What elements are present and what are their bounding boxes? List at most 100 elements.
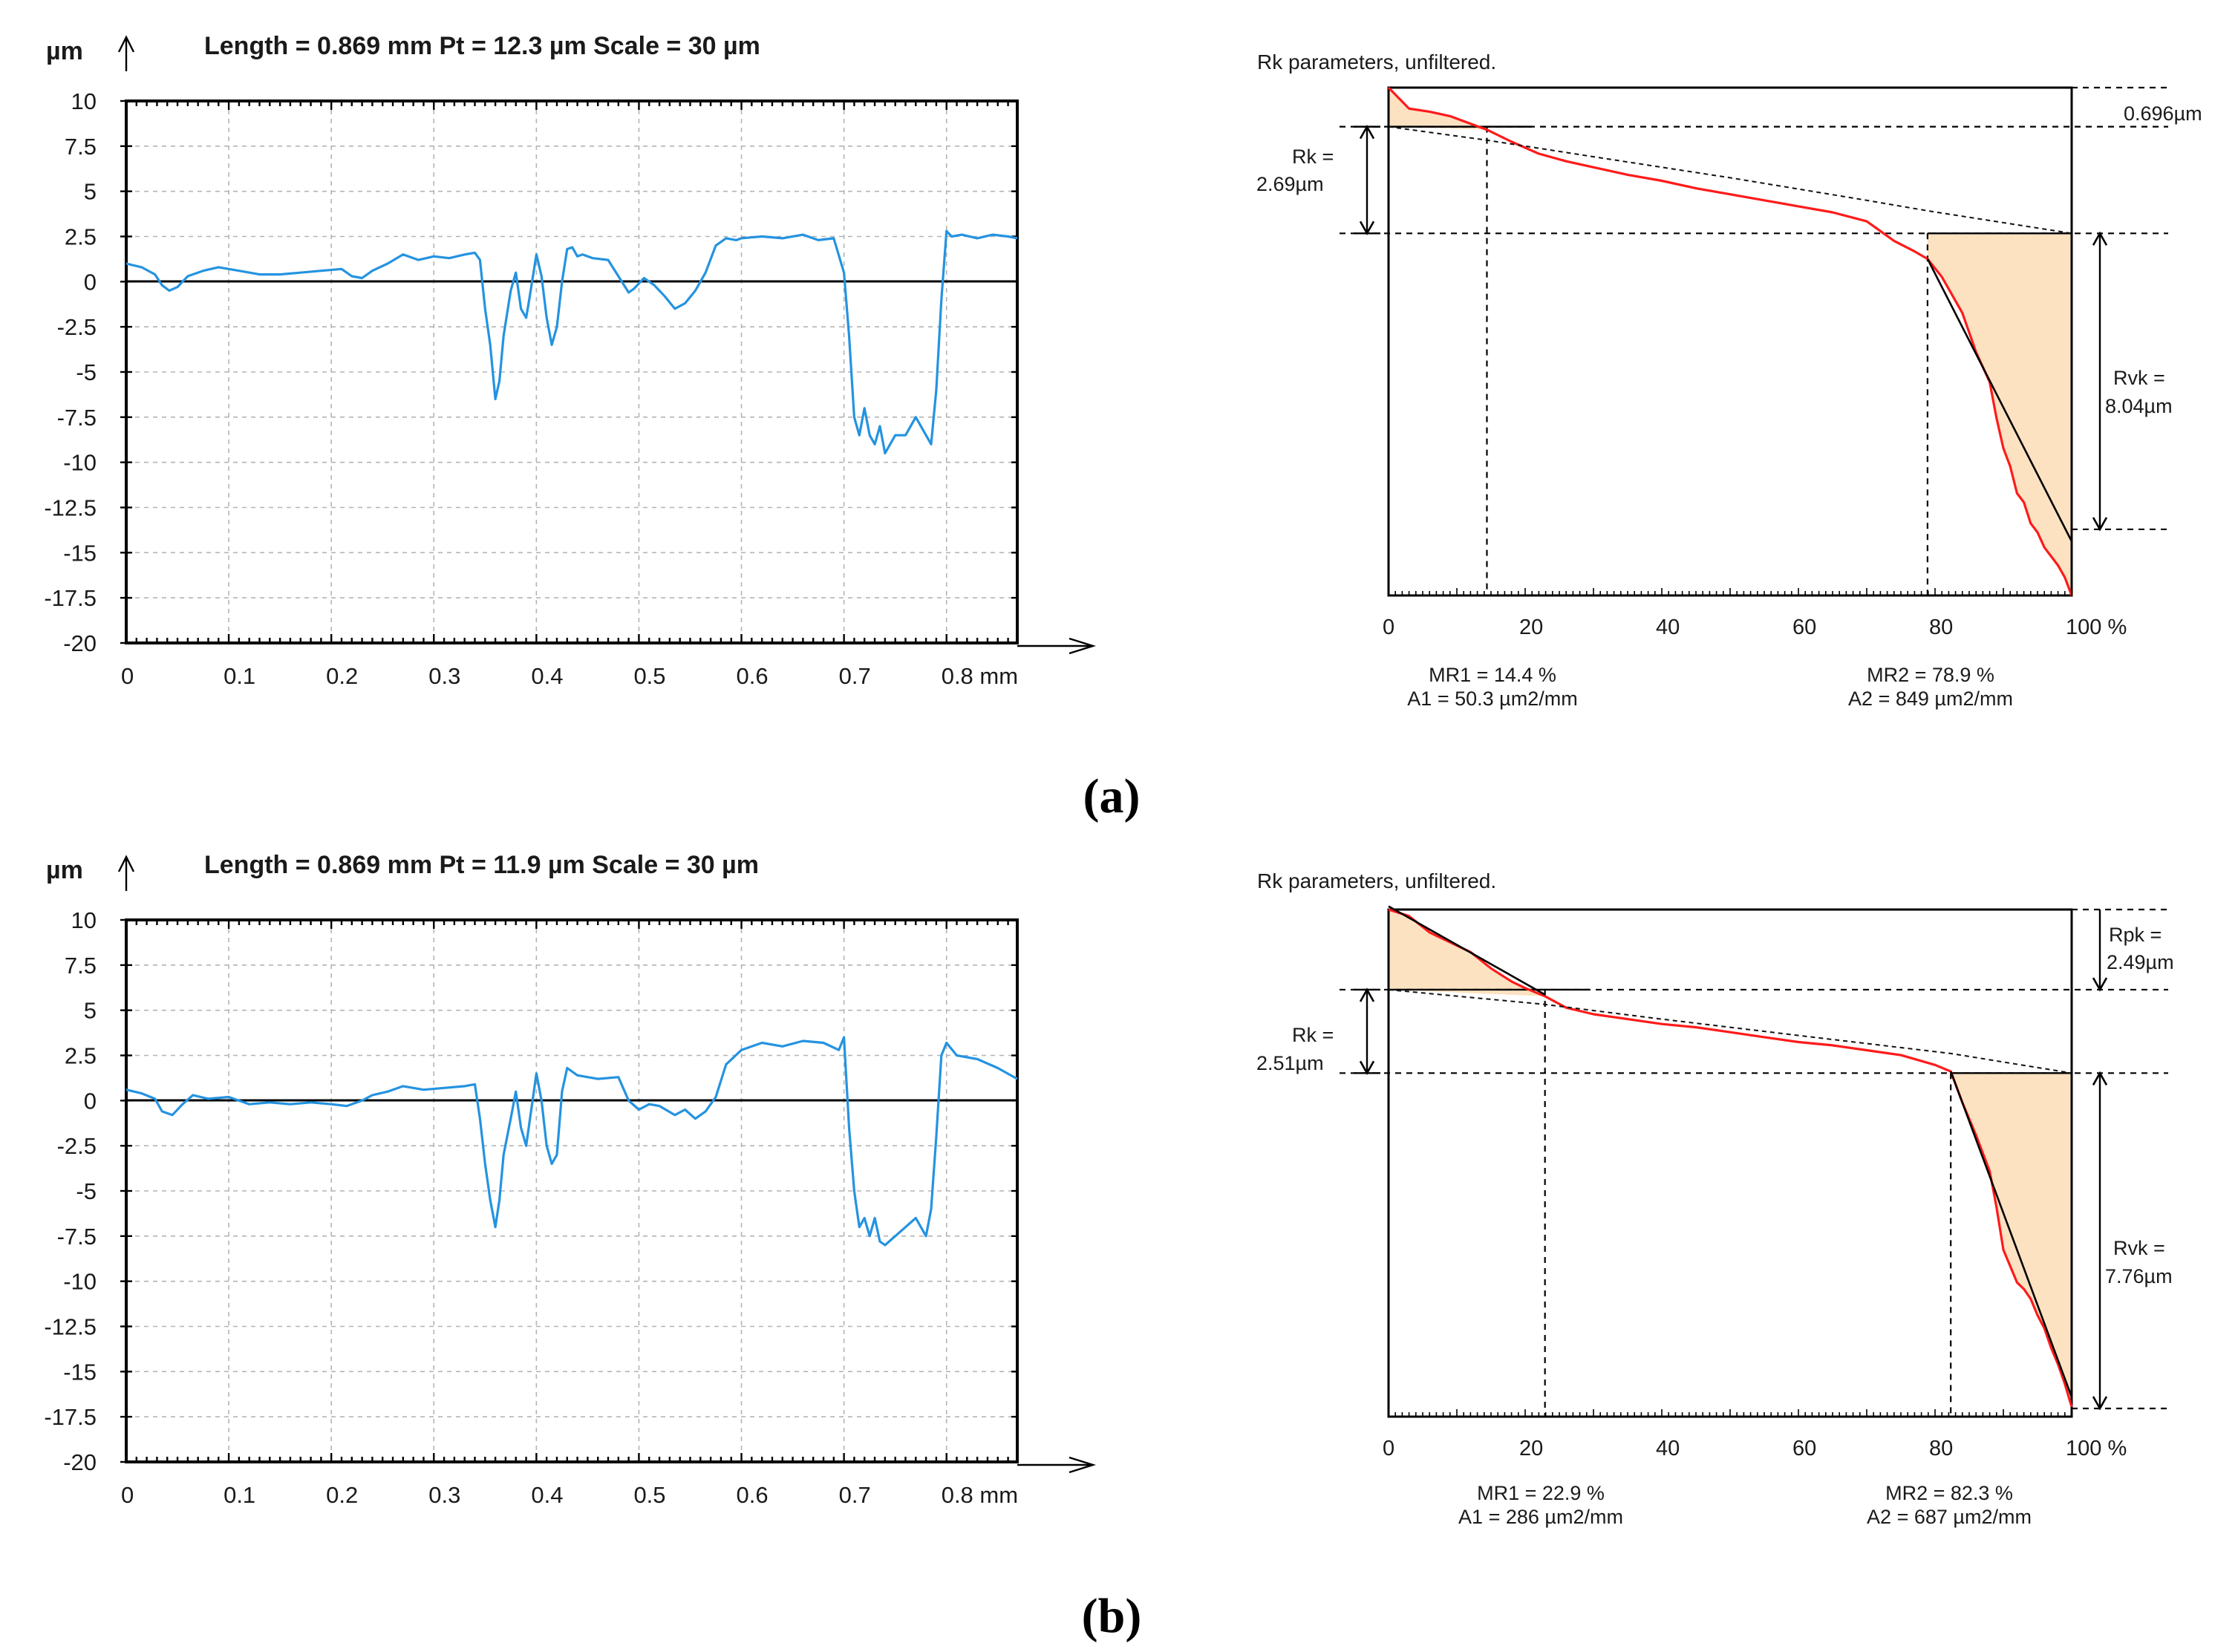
rk-x-tick-label: 100 % <box>2066 616 2127 639</box>
rk-value-b-l1: Rk = <box>1292 1024 1334 1046</box>
x-tick-label: 0.8 mm <box>942 1482 1018 1508</box>
rvk-value-a: Rvk = 8.04µm <box>2105 367 2173 417</box>
y-tick-label: -2.5 <box>57 1133 97 1159</box>
rk-value-b: Rk = 2.51µm <box>1256 1024 1340 1074</box>
rvk-value-b-l1: Rvk = <box>2113 1237 2165 1259</box>
profile-line-a <box>126 231 1017 453</box>
y-tick-label: -7.5 <box>57 405 97 431</box>
rk-chart-b: Rk parameters, unfiltered. 0 20 40 60 80 100 … <box>1256 869 2174 1528</box>
x-tick-label: 0.5 <box>633 1482 665 1508</box>
a1-value-a: A1 = 50.3 µm2/mm <box>1407 688 1577 710</box>
profile-chart-a: µm Length = 0.869 mm Pt = 12.3 µm Scale … <box>44 32 1093 689</box>
x-tick-label: 0 <box>121 663 134 689</box>
y-tick-label: -10 <box>63 450 97 476</box>
y-tick-label: 7.5 <box>65 953 97 979</box>
y-tick-label: 5 <box>84 998 97 1024</box>
rvk-value-a-l1: Rvk = <box>2113 367 2165 389</box>
y-tick-label: 10 <box>71 88 97 114</box>
caption-b: (b) <box>1082 1589 1142 1643</box>
y-tick-label: 0 <box>84 1088 97 1114</box>
mr2-value-b: MR2 = 82.3 % <box>1885 1482 2013 1504</box>
x-tick-label: 0.7 <box>839 1482 871 1508</box>
rk-x-tick-label: 40 <box>1656 616 1680 639</box>
rk-x-tick-label: 20 <box>1519 1437 1543 1460</box>
rpk-value-b: Rpk = 2.49µm <box>2107 924 2174 973</box>
y-tick-label: -5 <box>76 359 97 385</box>
y-tick-label: -15 <box>63 1359 97 1385</box>
x-tick-label: 0.6 <box>737 1482 769 1508</box>
profile-line-b <box>126 1037 1017 1245</box>
y-tick-label: -7.5 <box>57 1224 97 1250</box>
x-tick-label: 0.5 <box>633 663 665 689</box>
mr2-value-a: MR2 = 78.9 % <box>1867 664 1994 686</box>
y-tick-label: -17.5 <box>44 585 97 611</box>
profile-chart-b: µm Length = 0.869 mm Pt = 11.9 µm Scale … <box>44 851 1093 1508</box>
y-tick-label: -12.5 <box>44 1314 97 1340</box>
y-tick-label: -15 <box>63 540 97 566</box>
x-tick-label: 0.8 mm <box>942 663 1018 689</box>
rk-x-tick-label: 60 <box>1792 1437 1816 1460</box>
y-tick-label: 10 <box>71 907 97 933</box>
y-tick-label: 5 <box>84 179 97 205</box>
x-tick-label: 0.1 <box>224 1482 255 1508</box>
grid-a <box>126 101 1017 643</box>
a2-value-b: A2 = 687 µm2/mm <box>1867 1506 2032 1528</box>
x-tick-label: 0.2 <box>326 663 358 689</box>
rk-x-tick-label: 80 <box>1929 1437 1953 1460</box>
a2-value-a: A2 = 849 µm2/mm <box>1848 688 2013 710</box>
rk-title-b: Rk parameters, unfiltered. <box>1257 869 1496 892</box>
rk-x-tick-label: 40 <box>1656 1437 1680 1460</box>
y-tick-label: -5 <box>76 1178 97 1204</box>
x-tick-label: 0 <box>121 1482 134 1508</box>
y-unit-label-b: µm <box>46 856 83 884</box>
x-tick-label: 0.6 <box>737 663 769 689</box>
rpk-value-b-l2: 2.49µm <box>2107 951 2174 973</box>
x-ticks-a: 0 0.1 0.2 0.3 0.4 0.5 0.6 0.7 0.8 mm <box>121 101 1018 689</box>
rk-x-tick-label: 60 <box>1792 616 1816 639</box>
y-tick-label: -17.5 <box>44 1404 97 1430</box>
y-tick-label: -20 <box>63 630 97 656</box>
rk-x-tick-label: 80 <box>1929 616 1953 639</box>
x-axis-arrow-icon-a <box>1017 639 1093 653</box>
rk-value-b-l2: 2.51µm <box>1256 1052 1324 1074</box>
rk-value-a-l1: Rk = <box>1292 146 1334 168</box>
caption-a: (a) <box>1083 769 1141 823</box>
equivalent-line-a <box>1389 127 2072 234</box>
rvk-value-b-l2: 7.76µm <box>2105 1265 2173 1287</box>
grid-b <box>126 920 1017 1462</box>
mr1-value-b: MR1 = 22.9 % <box>1477 1482 1605 1504</box>
x-tick-label: 0.3 <box>428 1482 460 1508</box>
rk-x-tick-label: 0 <box>1383 616 1394 639</box>
rpk-value-b-l1: Rpk = <box>2109 924 2162 946</box>
y-tick-label: -10 <box>63 1269 97 1295</box>
y-tick-label: 0 <box>84 269 97 295</box>
rvk-value-b: Rvk = 7.76µm <box>2105 1237 2173 1287</box>
figure: µm Length = 0.869 mm Pt = 12.3 µm Scale … <box>0 0 2238 1652</box>
y-tick-label: 7.5 <box>65 134 97 160</box>
y-tick-label: 2.5 <box>65 1043 97 1069</box>
y-axis-arrow-icon-a <box>119 37 134 71</box>
y-tick-label: -20 <box>63 1449 97 1475</box>
rk-x-tick-label: 0 <box>1383 1437 1394 1460</box>
y-axis-arrow-icon-b <box>119 857 134 891</box>
x-tick-label: 0.4 <box>531 1482 563 1508</box>
rk-x-tick-label: 20 <box>1519 616 1543 639</box>
rvk-value-a-l2: 8.04µm <box>2105 395 2173 417</box>
profile-header-a: Length = 0.869 mm Pt = 12.3 µm Scale = 3… <box>204 32 760 60</box>
a1-value-b: A1 = 286 µm2/mm <box>1458 1506 1623 1528</box>
y-unit-label-a: µm <box>46 37 83 65</box>
y-tick-label: -2.5 <box>57 314 97 340</box>
rpk-value-a: 0.696µm <box>2124 102 2202 125</box>
x-tick-label: 0.3 <box>428 663 460 689</box>
x-ticks-b: 0 0.1 0.2 0.3 0.4 0.5 0.6 0.7 0.8 mm <box>121 920 1018 1508</box>
x-tick-label: 0.2 <box>326 1482 358 1508</box>
rk-x-tick-label: 100 % <box>2066 1437 2127 1460</box>
mr1-value-a: MR1 = 14.4 % <box>1429 664 1556 686</box>
y-tick-label: -12.5 <box>44 495 97 521</box>
peak-area-b <box>1389 910 1545 996</box>
rk-chart-a: Rk parameters, unfiltered. 0 20 40 60 80 100 … <box>1256 50 2202 710</box>
x-tick-label: 0.7 <box>839 663 871 689</box>
rk-title-a: Rk parameters, unfiltered. <box>1257 50 1496 74</box>
rk-value-a: Rk = 2.69µm <box>1256 146 1340 195</box>
profile-header-b: Length = 0.869 mm Pt = 11.9 µm Scale = 3… <box>204 851 759 879</box>
